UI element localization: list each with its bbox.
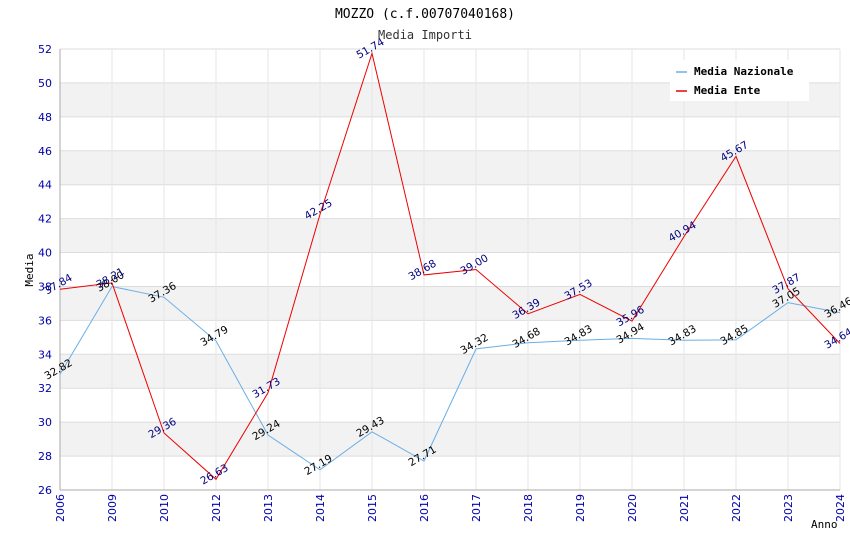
y-tick-label: 38 xyxy=(38,280,52,293)
grid-band xyxy=(60,286,840,321)
x-tick-label: 2016 xyxy=(418,494,431,522)
x-tick-label: 2013 xyxy=(262,494,275,522)
x-tick-label: 2017 xyxy=(470,494,483,522)
y-tick-label: 50 xyxy=(38,77,52,90)
x-tick-label: 2006 xyxy=(54,494,67,522)
y-tick-label: 28 xyxy=(38,450,52,463)
x-tick-label: 2022 xyxy=(730,494,743,522)
legend-label-media-nazionale: Media Nazionale xyxy=(694,65,794,78)
grid-band xyxy=(60,320,840,355)
series-line-media-nazionale xyxy=(59,285,841,471)
y-tick-labels: 26 28 30 32 34 36 38 40 42 44 46 48 50 52 xyxy=(38,43,52,497)
grid-lines xyxy=(59,48,841,491)
grid-band xyxy=(60,116,840,151)
y-tick-label: 48 xyxy=(38,111,52,124)
x-tick-label: 2009 xyxy=(106,494,119,522)
y-tick-label: 36 xyxy=(38,314,52,327)
x-tick-label: 2012 xyxy=(210,494,223,522)
x-tick-label: 2014 xyxy=(314,494,327,522)
y-tick-label: 40 xyxy=(38,247,52,260)
y-tick-label: 26 xyxy=(38,484,52,497)
y-tick-label: 42 xyxy=(38,213,52,226)
y-axis-label: Media xyxy=(23,253,36,286)
x-tick-label: 2024 xyxy=(834,494,847,522)
grid-band xyxy=(60,354,840,389)
chart-title: MOZZO (c.f.00707040168) xyxy=(335,7,515,22)
x-tick-label: 2020 xyxy=(626,494,639,522)
grid-band xyxy=(60,150,840,185)
x-tick-label: 2021 xyxy=(678,494,691,522)
x-tick-label: 2018 xyxy=(522,494,535,522)
x-axis-label: Anno xyxy=(811,518,838,531)
grid-band xyxy=(60,252,840,287)
x-tick-labels: 2006 2009 2010 2012 2013 2014 2015 2016 2017 2018… xyxy=(54,494,847,522)
x-tick-label: 2023 xyxy=(782,494,795,522)
y-tick-label: 34 xyxy=(38,348,52,361)
chart-subtitle: Media Importi xyxy=(378,28,472,42)
series-line-media-ente xyxy=(59,51,841,481)
legend: Media Nazionale Media Ente xyxy=(670,60,809,101)
series-lines xyxy=(59,51,841,481)
x-tick-label: 2010 xyxy=(158,494,171,522)
axes xyxy=(59,49,840,491)
legend-box xyxy=(670,60,809,101)
y-tick-label: 44 xyxy=(38,179,52,192)
y-tick-label: 52 xyxy=(38,43,52,56)
grid-band xyxy=(60,456,840,490)
legend-label-media-ente: Media Ente xyxy=(694,84,761,97)
x-tick-label: 2019 xyxy=(574,494,587,522)
y-tick-label: 30 xyxy=(38,416,52,429)
y-tick-label: 46 xyxy=(38,145,52,158)
grid-band xyxy=(60,184,840,219)
grid-band xyxy=(60,218,840,253)
x-tick-label: 2015 xyxy=(366,494,379,522)
grid-band xyxy=(60,422,840,457)
y-tick-label: 32 xyxy=(38,382,52,395)
